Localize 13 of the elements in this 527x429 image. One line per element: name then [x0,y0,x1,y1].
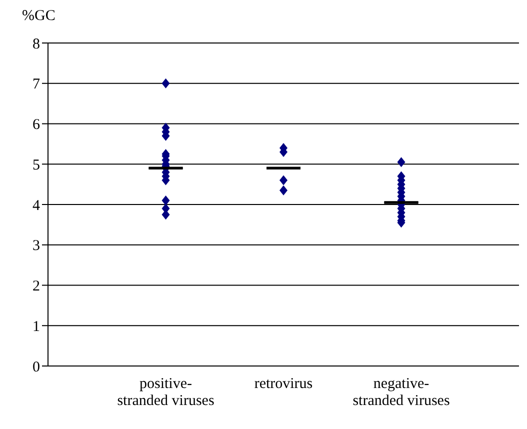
y-tick-label: 2 [32,278,40,295]
x-tick-label: negative-stranded viruses [352,376,450,409]
y-tick-label: 1 [32,318,40,335]
y-tick-label: 3 [32,238,40,254]
y-tick-label: 8 [32,36,40,52]
y-axis-title: %GC [22,8,56,25]
y-tick-label: 5 [32,157,40,174]
x-tick-label: retrovirus [254,376,313,392]
x-tick-label: positive-stranded viruses [117,376,214,409]
y-tick-label: 6 [32,117,40,134]
y-tick-label: 4 [32,198,40,214]
y-tick-label: 7 [32,76,40,93]
y-tick-label: 0 [32,359,40,376]
